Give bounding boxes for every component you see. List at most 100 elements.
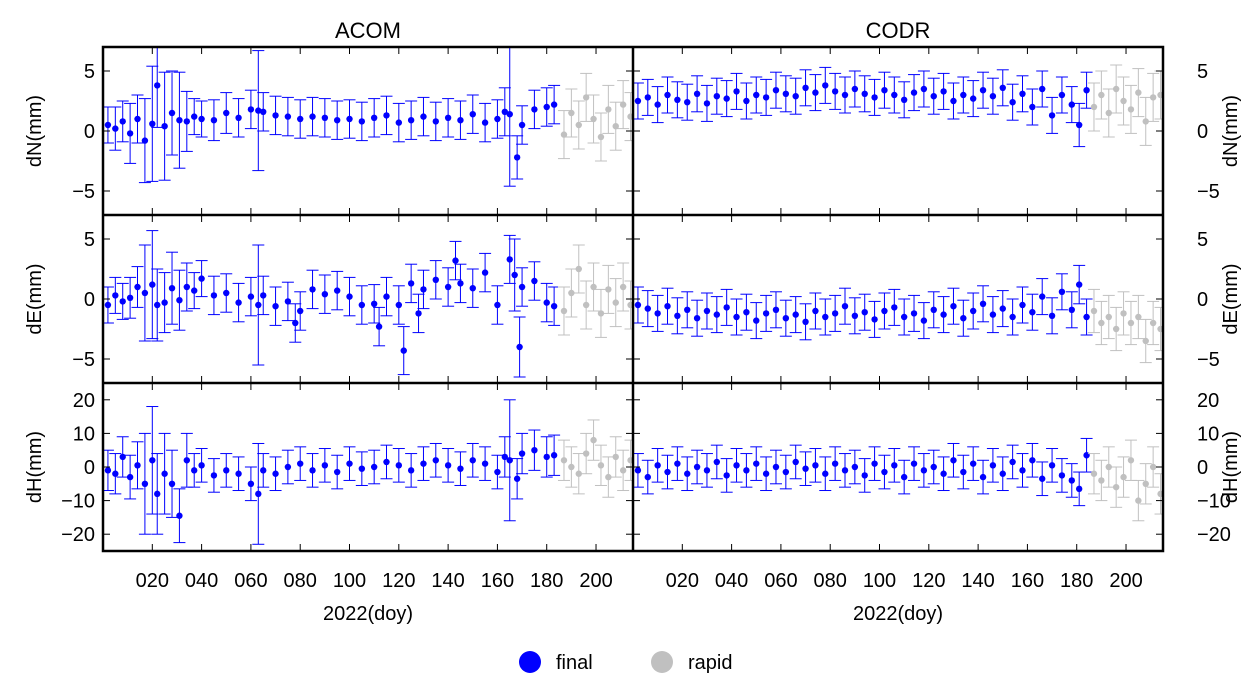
data-point-final [723,95,730,102]
data-point-final [444,462,452,469]
data-point-final [134,462,141,469]
data-point-final [644,305,651,312]
data-point-final [375,323,383,330]
data-point-final [543,453,550,461]
data-point-final [284,113,292,120]
data-point-rapid [1120,473,1127,481]
data-point-rapid [1127,106,1135,113]
data-point-final [506,457,513,464]
data-point-final [550,303,558,310]
data-point-final [654,462,661,469]
data-point-final [782,468,790,476]
data-point-final [1068,101,1075,108]
data-point-rapid [560,131,568,138]
x-tick-label: 200 [1109,570,1142,592]
y-tick-label: −5 [72,349,95,371]
data-point-final [1019,301,1026,309]
data-point-final [198,275,205,282]
data-point-final [297,307,304,315]
data-point-final [812,307,819,315]
data-point-final [255,490,262,498]
data-point-final [684,470,691,477]
data-point-final [284,298,292,305]
data-point-final [634,97,642,105]
y-tick-label: 5 [84,229,95,251]
data-point-final [930,306,937,313]
data-point-final [999,305,1006,312]
data-point-final [891,91,898,99]
data-point-final [126,473,134,481]
data-point-final [400,347,407,354]
data-point-final [822,82,829,89]
data-point-final [154,490,161,498]
data-point-final [960,468,967,476]
data-point-rapid [619,283,627,291]
y-tick-label: 0 [1197,289,1208,311]
data-point-final [881,307,888,315]
data-point-final [940,470,947,477]
data-point-final [272,303,279,310]
data-point-final [346,460,353,467]
data-point-rapid [1142,480,1149,487]
data-point-final [772,306,780,313]
data-point-final [1009,313,1016,321]
data-point-final [713,93,721,100]
data-point-final [104,301,112,309]
data-point-final [550,452,558,459]
data-point-final [550,101,558,108]
data-point-rapid [1157,490,1163,498]
data-point-final [989,311,997,318]
x-tick-label: 120 [382,570,415,592]
data-point-final [481,269,489,276]
data-point-final [260,108,267,116]
data-point-final [346,115,353,123]
data-point-final [1009,458,1016,466]
data-point-final [333,468,341,476]
data-point-final [999,84,1006,92]
x-tick-label: 020 [136,570,169,592]
data-point-rapid [590,436,597,444]
data-point-final [297,460,304,467]
data-point-rapid [1098,91,1105,99]
data-point-final [235,470,242,477]
data-point-final [1029,103,1036,111]
data-point-rapid [590,115,597,123]
data-point-final [272,112,279,119]
data-point-rapid [612,123,619,130]
data-point-final [1019,467,1026,474]
data-point-final [513,475,521,482]
data-point-final [812,89,819,96]
y-tick-label: 5 [84,61,95,83]
panel-frame [102,214,634,384]
data-point-final [1029,309,1036,316]
panel-data-acom-dN [103,47,633,187]
data-point-rapid [1120,97,1127,105]
data-point-final [126,294,134,301]
data-point-final [321,462,329,469]
data-point-final [235,114,242,122]
data-point-final [979,87,987,94]
data-point-final [370,300,378,307]
data-point-final [723,304,730,311]
data-point-final [358,118,366,125]
data-point-final [772,87,780,94]
data-point-final [1048,462,1056,469]
data-point-final [910,460,918,467]
data-point-rapid [575,470,582,477]
x-axis-label: 2022(doy) [323,603,413,625]
panel-frame [102,382,634,552]
data-point-final [518,450,526,457]
data-point-final [469,111,476,118]
x-axis-label: 2022(doy) [853,603,943,625]
data-layer [103,47,1163,545]
data-point-rapid [1127,457,1135,464]
data-point-final [1075,281,1083,288]
data-point-final [930,463,937,471]
panel-data-acom-dE [103,230,633,378]
data-point-final [900,313,908,321]
data-point-rapid [560,307,568,315]
data-point-rapid [597,310,605,317]
data-point-rapid [605,286,612,293]
data-point-rapid [619,101,627,108]
data-point-final [940,88,947,95]
